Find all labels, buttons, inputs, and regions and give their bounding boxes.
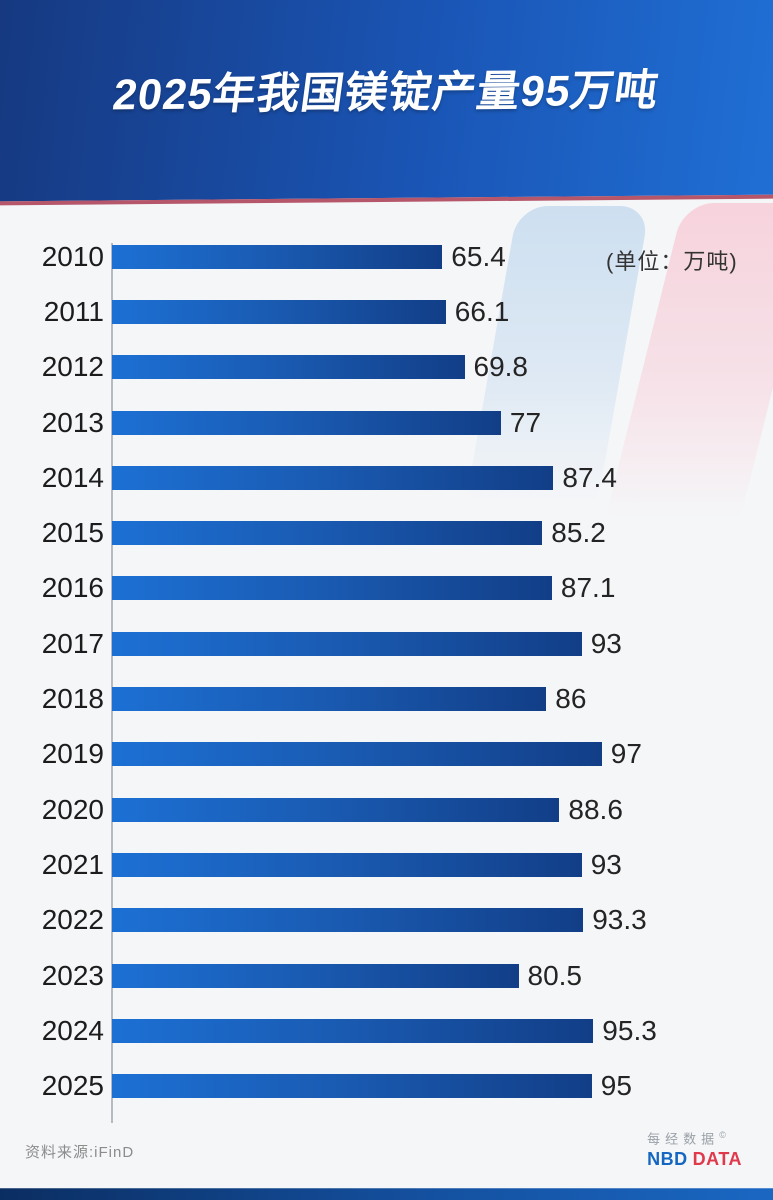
year-label: 2013 [41, 406, 104, 438]
year-label: 2019 [41, 738, 104, 770]
bottom-accent-bar [0, 1188, 773, 1200]
bar [112, 1074, 592, 1099]
y-axis-line [111, 243, 113, 1123]
year-label: 2014 [41, 461, 104, 493]
bar [112, 797, 560, 822]
bar [112, 908, 584, 933]
value-label: 88.6 [568, 793, 623, 825]
chart-row: 2019 97 [0, 727, 773, 782]
year-label: 2015 [41, 517, 104, 549]
chart-row: 2020 88.6 [0, 782, 773, 837]
year-label: 2010 [41, 240, 104, 272]
bar [112, 465, 554, 490]
chart-row: 2021 93 [0, 837, 773, 892]
chart-row: 2015 85.2 [0, 505, 773, 560]
value-label: 95.3 [602, 1014, 657, 1046]
bar [112, 576, 552, 601]
nbd-logo-nbd-text: NBD [647, 1148, 688, 1169]
chart-row: 2017 93 [0, 616, 773, 671]
data-source-note: 资料来源:iFinD [25, 1144, 135, 1161]
value-label: 93 [590, 627, 622, 659]
nbd-logo-english: NBD DATA [647, 1148, 742, 1171]
chart-row: 2025 95 [0, 1058, 773, 1113]
value-label: 87.1 [560, 572, 616, 604]
year-label: 2024 [41, 1014, 104, 1046]
year-label: 2011 [43, 295, 104, 327]
year-label: 2016 [41, 572, 104, 604]
year-label: 2025 [41, 1070, 104, 1102]
chart-row: 2014 87.4 [0, 450, 773, 505]
value-label: 97 [610, 738, 642, 770]
bar [112, 410, 501, 435]
bar [112, 742, 602, 767]
value-label: 77 [509, 406, 542, 438]
chart-row: 2011 66.1 [0, 284, 773, 339]
value-label: 69.8 [473, 351, 529, 383]
value-label: 93.3 [592, 904, 647, 936]
bar [112, 631, 582, 656]
chart-rows: 2010 65.4 2011 66.1 2012 69.8 2013 77 2014 87.4 20… [0, 229, 773, 1114]
page-title: 2025年我国镁锭产量95万吨 [109, 66, 662, 120]
bar [112, 1018, 594, 1043]
year-label: 2022 [41, 904, 104, 936]
chart-row: 2016 87.1 [0, 561, 773, 616]
chart-row: 2012 69.8 [0, 340, 773, 395]
bar [112, 687, 547, 712]
chart-row: 2018 86 [0, 671, 773, 726]
bar [112, 963, 519, 988]
value-label: 87.4 [562, 461, 617, 493]
year-label: 2017 [41, 627, 104, 659]
value-label: 95 [600, 1070, 632, 1102]
bar-chart: 2010 65.4 2011 66.1 2012 69.8 2013 77 2014 87.4 20… [0, 229, 773, 1123]
nbd-logo-data-text: DATA [692, 1148, 742, 1169]
year-label: 2021 [41, 848, 104, 880]
chart-row: 2023 80.5 [0, 948, 773, 1003]
value-label: 85.2 [551, 517, 606, 549]
year-label: 2023 [41, 959, 104, 991]
bar [112, 521, 543, 546]
nbd-logo-chinese: 每经数据© [647, 1130, 742, 1148]
year-label: 2020 [41, 793, 104, 825]
value-label: 65.4 [451, 240, 506, 272]
value-label: 93 [590, 848, 622, 880]
value-label: 80.5 [527, 959, 583, 991]
bar [112, 355, 465, 380]
chart-row: 2024 95.3 [0, 1003, 773, 1058]
value-label: 86 [555, 683, 587, 715]
chart-row: 2010 65.4 [0, 229, 773, 284]
bar [112, 299, 446, 324]
bar [112, 852, 582, 877]
copyright-mark: © [719, 1130, 726, 1140]
nbd-logo-chinese-text: 每经数据 [647, 1131, 720, 1147]
year-label: 2018 [41, 683, 104, 715]
header-banner: 2025年我国镁锭产量95万吨 [0, 0, 773, 206]
unit-label: (单位：万吨) [606, 249, 738, 274]
year-label: 2012 [41, 351, 104, 383]
chart-row: 2013 77 [0, 395, 773, 450]
nbd-data-logo: 每经数据© NBD DATA [647, 1130, 742, 1170]
value-label: 66.1 [454, 295, 510, 327]
bar [112, 244, 443, 269]
chart-row: 2022 93.3 [0, 893, 773, 948]
